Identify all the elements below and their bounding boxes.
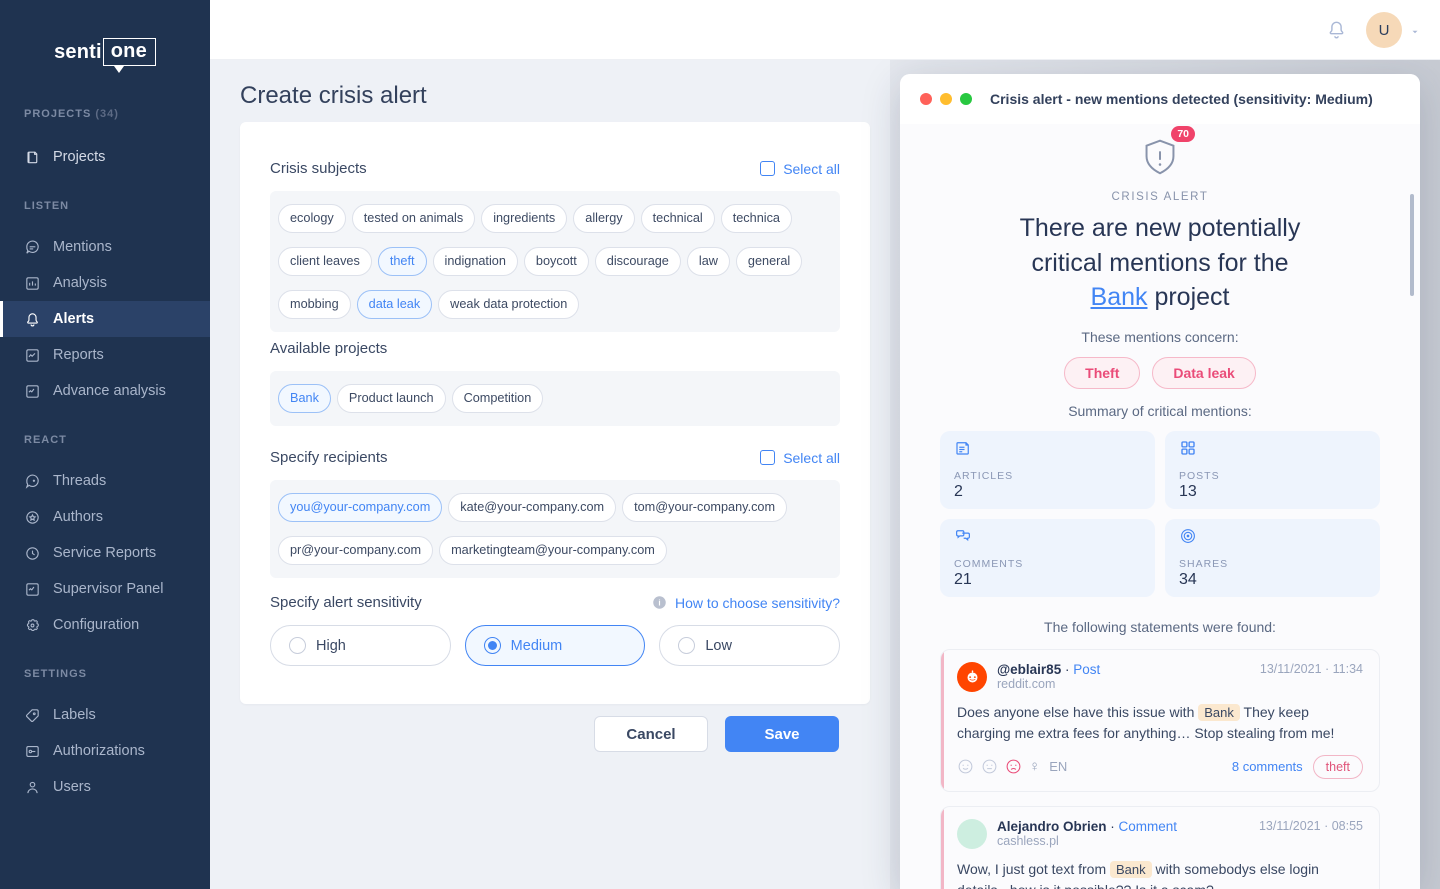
svg-text:i: i	[658, 598, 660, 607]
